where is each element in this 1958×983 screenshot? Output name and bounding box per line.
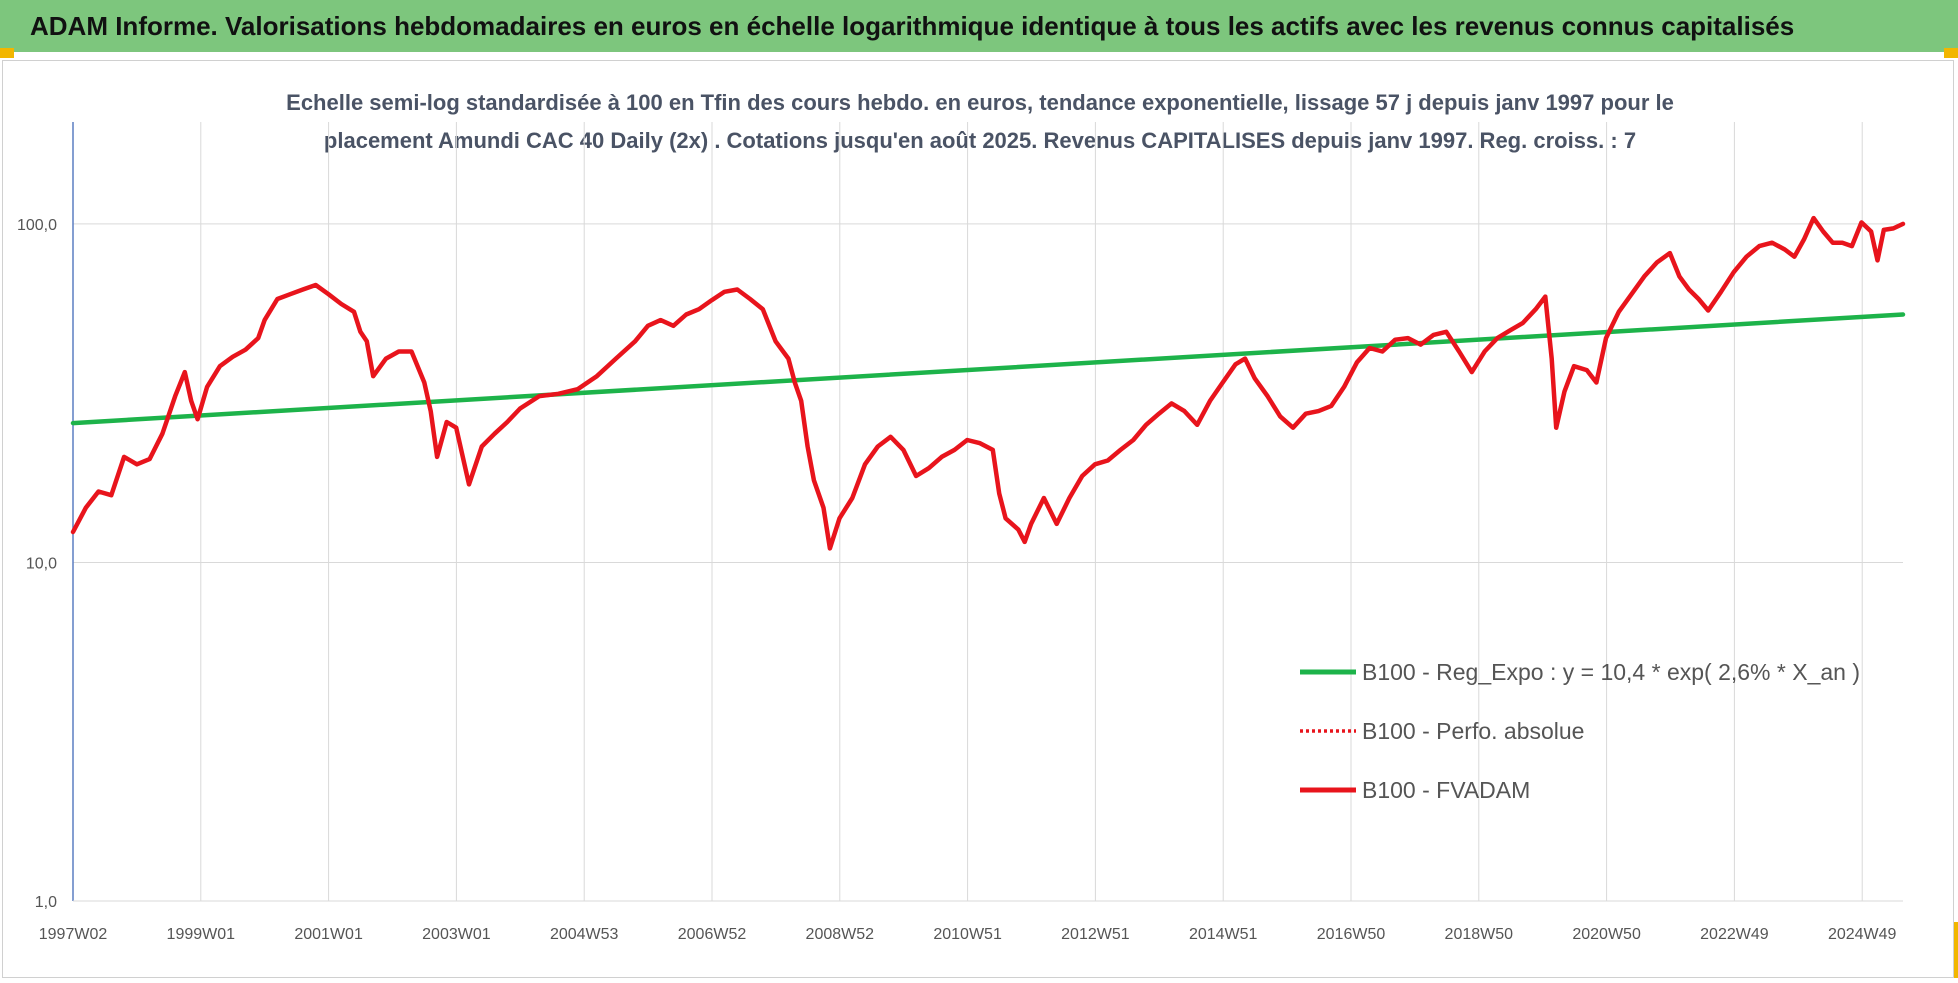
legend: B100 - Reg_Expo : y = 10,4 * exp( 2,6% *…	[1300, 659, 1860, 803]
report-banner-title: ADAM Informe. Valorisations hebdomadaire…	[30, 10, 1795, 41]
y-tick-label: 100,0	[17, 217, 57, 234]
x-tick-label: 2003W01	[422, 926, 491, 943]
series-lines	[70, 215, 1906, 551]
x-tick-label: 2008W52	[806, 926, 875, 943]
chart-title: Echelle semi-log standardisée à 100 en T…	[200, 84, 1760, 160]
corner-mark-top-left	[0, 48, 14, 58]
chart-frame	[2, 60, 1954, 978]
x-tick-label: 2004W53	[550, 926, 619, 943]
corner-mark-bottom-right	[1950, 922, 1958, 978]
axes: 1,0 10,0 100,0 1997W02 1999W01 2001W01 2003W01…	[17, 122, 1903, 943]
legend-label-2: B100 - FVADAM	[1362, 777, 1530, 803]
corner-mark-top-right	[1944, 48, 1958, 58]
series-line-0	[70, 312, 1906, 426]
x-tick-label: 2020W50	[1572, 926, 1641, 943]
legend-label-0: B100 - Reg_Expo : y = 10,4 * exp( 2,6% *…	[1362, 659, 1860, 685]
x-tick-label: 2016W50	[1317, 926, 1386, 943]
x-tick-label: 1999W01	[167, 926, 236, 943]
x-tick-label: 2024W49	[1828, 926, 1897, 943]
x-tick-label: 2012W51	[1061, 926, 1130, 943]
x-tick-label: 2022W49	[1700, 926, 1769, 943]
x-tick-label: 2018W50	[1445, 926, 1514, 943]
x-tick-label: 2006W52	[678, 926, 747, 943]
legend-label-1: B100 - Perfo. absolue	[1362, 718, 1584, 744]
report-banner: ADAM Informe. Valorisations hebdomadaire…	[0, 0, 1958, 52]
x-tick-label: 1997W02	[39, 926, 108, 943]
x-tick-label: 2014W51	[1189, 926, 1258, 943]
y-tick-label: 10,0	[26, 555, 57, 572]
series-line-2	[70, 215, 1906, 551]
x-tick-label: 2001W01	[294, 926, 363, 943]
y-tick-label: 1,0	[35, 894, 57, 911]
grid	[73, 122, 1903, 902]
chart-title-line-1: Echelle semi-log standardisée à 100 en T…	[286, 90, 1674, 115]
x-tick-label: 2010W51	[933, 926, 1002, 943]
chart-title-line-2: placement Amundi CAC 40 Daily (2x) . Cot…	[323, 128, 1637, 153]
